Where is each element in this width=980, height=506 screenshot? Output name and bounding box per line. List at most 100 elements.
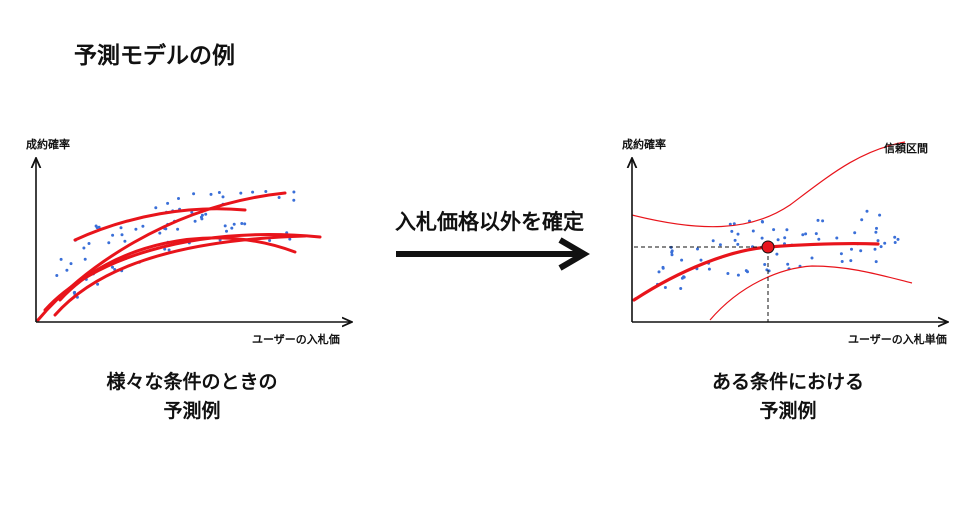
scatter-point <box>239 191 243 195</box>
scatter-point <box>785 228 789 232</box>
scatter-point <box>696 247 699 251</box>
scatter-point <box>661 265 665 269</box>
scatter-point <box>192 192 196 196</box>
scatter-point <box>217 191 221 194</box>
scatter-point <box>288 237 292 241</box>
scatter-point <box>120 233 124 237</box>
scatter-point <box>699 258 703 262</box>
scatter-point <box>59 257 63 261</box>
scatter-point <box>223 224 227 228</box>
scatter-point <box>810 256 814 260</box>
confidence-lower <box>709 265 913 321</box>
scatter-point <box>821 219 825 223</box>
scatter-point <box>860 218 864 222</box>
scatter-point <box>760 236 764 240</box>
scatter-point <box>728 222 732 226</box>
scatter-point <box>850 247 853 251</box>
scatter-point <box>859 249 863 253</box>
scatter-point <box>814 232 818 236</box>
scatter-point <box>230 226 234 230</box>
scatter-point <box>111 233 115 237</box>
scatter-point <box>268 239 272 242</box>
scatter-point <box>670 249 674 253</box>
scatter-point <box>176 227 180 231</box>
scatter-point <box>733 238 737 242</box>
scatter-point <box>204 212 208 216</box>
scatter-point <box>87 242 91 245</box>
scatter-point <box>736 232 740 236</box>
scatter-point <box>200 217 204 221</box>
left-x-axis-label: ユーザーの入札価 <box>252 332 340 346</box>
scatter-point <box>775 252 779 256</box>
scatter-point <box>817 237 821 241</box>
scatter-point <box>816 218 820 222</box>
scatter-point <box>786 262 790 266</box>
scatter-point <box>141 224 145 228</box>
right-caption-line-2: 予測例 <box>759 400 817 422</box>
arrow-label: 入札価格以外を確定 <box>395 210 584 234</box>
scatter-point <box>264 190 268 193</box>
scatter-point <box>761 220 764 224</box>
right-x-axis-label: ユーザーの入札単価 <box>848 332 947 346</box>
scatter-point <box>154 206 158 210</box>
scatter-point <box>776 238 780 242</box>
scatter-point <box>801 233 805 237</box>
scatter-point <box>804 232 808 236</box>
page-title: 予測モデルの例 <box>74 43 235 69</box>
scatter-point <box>96 282 100 286</box>
confidence-interval-label: 信頼区間 <box>884 141 928 155</box>
scatter-point <box>292 198 296 202</box>
scatter-point <box>158 231 162 235</box>
scatter-point <box>65 268 69 272</box>
scatter-point <box>730 229 734 233</box>
scatter-point <box>670 253 674 257</box>
scatter-point <box>225 229 228 233</box>
scatter-point <box>744 269 748 273</box>
scatter-point <box>221 195 225 199</box>
scatter-point <box>277 196 281 199</box>
scatter-point <box>711 239 715 243</box>
scatter-point <box>72 291 76 295</box>
left-caption: 様々な条件のときの 予測例 <box>62 368 322 426</box>
scatter-point <box>177 197 180 200</box>
scatter-point <box>107 241 111 245</box>
curve-3 <box>58 236 297 302</box>
scatter-point <box>251 190 255 194</box>
scatter-point <box>232 222 236 226</box>
scatter-point <box>679 287 683 290</box>
scatter-point <box>878 213 882 217</box>
scatter-point <box>840 260 844 263</box>
left-curves <box>36 191 322 322</box>
scatter-point <box>772 228 776 232</box>
scatter-point <box>55 274 59 277</box>
scatter-point <box>726 272 730 275</box>
scatter-point <box>111 265 114 269</box>
scatter-point <box>292 190 296 194</box>
scatter-point <box>69 262 73 266</box>
curve-5 <box>53 234 307 317</box>
scatter-point <box>243 222 247 226</box>
right-scatter-points <box>656 209 900 290</box>
scatter-point <box>896 237 900 241</box>
scatter-point <box>853 231 857 235</box>
scatter-point <box>751 229 755 233</box>
scatter-point <box>873 247 877 251</box>
left-caption-line-2: 予測例 <box>163 400 221 422</box>
scatter-point <box>839 252 843 256</box>
confidence-upper <box>631 141 906 228</box>
scatter-point <box>82 246 86 250</box>
left-y-axis-label: 成約確率 <box>26 137 70 151</box>
transition-arrow-head <box>558 237 590 271</box>
scatter-point <box>874 230 878 234</box>
scatter-point <box>119 226 123 230</box>
scatter-point <box>707 267 711 271</box>
left-chart: 成約確率 ユーザーの入札価 <box>26 137 352 346</box>
scatter-point <box>83 257 87 261</box>
scatter-point <box>190 210 194 214</box>
scatter-point <box>763 263 767 266</box>
scatter-point <box>849 259 853 263</box>
scatter-point <box>166 201 170 205</box>
scatter-point <box>835 236 839 240</box>
scatter-point <box>879 245 883 249</box>
